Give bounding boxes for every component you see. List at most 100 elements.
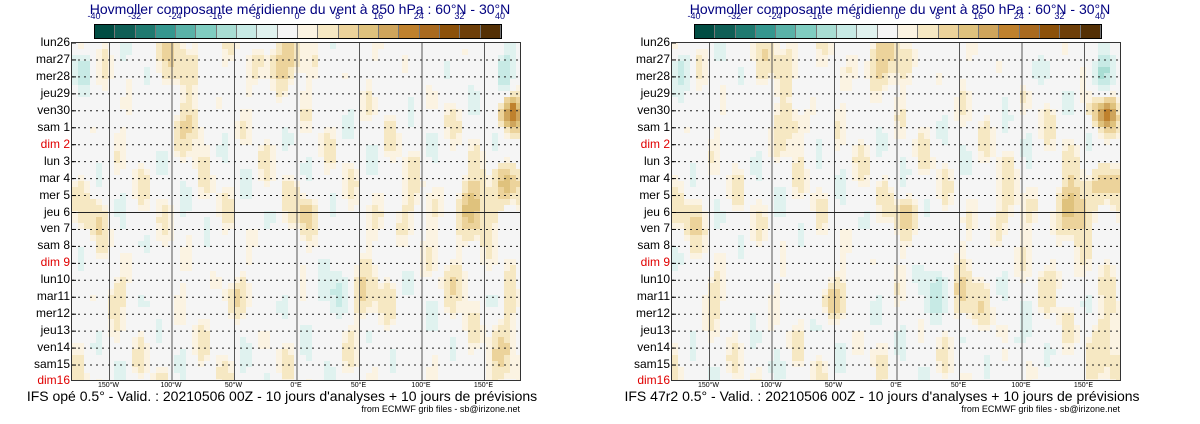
heatmap-cell xyxy=(192,283,198,289)
heatmap-cell xyxy=(1074,181,1080,187)
heatmap-cell xyxy=(426,85,432,91)
heatmap-cell xyxy=(432,241,438,247)
heatmap-cell xyxy=(774,205,780,211)
heatmap-cell xyxy=(792,295,798,301)
heatmap-cell xyxy=(930,319,936,325)
heatmap-cell xyxy=(750,373,756,379)
heatmap-cell xyxy=(1032,193,1038,199)
heatmap-cell xyxy=(744,307,750,313)
heatmap-cell xyxy=(396,241,402,247)
heatmap-cell xyxy=(792,289,798,295)
heatmap-cell xyxy=(234,355,240,361)
heatmap-cell xyxy=(1110,307,1116,313)
heatmap-cell xyxy=(876,283,882,289)
heatmap-cell xyxy=(810,199,816,205)
heatmap-cell xyxy=(1098,85,1104,91)
heatmap-cell xyxy=(1002,169,1008,175)
x-tick-label: 150°E xyxy=(1073,382,1094,389)
heatmap-cell xyxy=(1044,61,1050,67)
heatmap-cell xyxy=(1092,79,1098,85)
heatmap-cell xyxy=(78,253,84,259)
heatmap-cell xyxy=(486,301,492,307)
y-tick-label: jeu13 xyxy=(640,323,670,338)
heatmap-cell xyxy=(138,193,144,199)
heatmap-cell xyxy=(738,301,744,307)
colorbar-tick-label: 16 xyxy=(973,11,984,21)
heatmap-cell xyxy=(966,115,972,121)
heatmap-cell xyxy=(372,235,378,241)
heatmap-cell xyxy=(408,109,414,115)
heatmap-cell xyxy=(810,331,816,337)
heatmap-cell xyxy=(1110,325,1116,331)
heatmap-cell xyxy=(774,343,780,349)
heatmap-cell xyxy=(216,355,222,361)
heatmap-cell xyxy=(786,67,792,73)
heatmap-cell xyxy=(1020,313,1026,319)
heatmap-cell xyxy=(774,319,780,325)
heatmap-cell xyxy=(810,337,816,343)
heatmap-cell xyxy=(906,61,912,67)
heatmap-cell xyxy=(732,367,738,373)
heatmap-cell xyxy=(858,139,864,145)
heatmap-cell xyxy=(192,79,198,85)
colorbar-tick-label: -32 xyxy=(128,11,142,21)
heatmap-cell xyxy=(1020,97,1026,103)
heatmap-cell xyxy=(486,289,492,295)
heatmap-cell xyxy=(792,283,798,289)
heatmap-cell xyxy=(486,127,492,133)
heatmap-cell xyxy=(342,175,348,181)
heatmap-cell xyxy=(366,235,372,241)
heatmap-cell xyxy=(366,247,372,253)
heatmap-cell xyxy=(726,133,732,139)
heatmap-cell xyxy=(354,319,360,325)
heatmap-cell xyxy=(1110,331,1116,337)
heatmap-cell xyxy=(1098,175,1104,181)
heatmap-cell xyxy=(840,361,846,367)
heatmap-cell xyxy=(1044,331,1050,337)
heatmap-cell xyxy=(1116,319,1120,325)
heatmap-cell xyxy=(90,61,96,67)
heatmap-cell xyxy=(744,67,750,73)
heatmap-cell xyxy=(828,343,834,349)
heatmap-cell xyxy=(708,361,714,367)
heatmap-cell xyxy=(240,367,246,373)
heatmap-cell xyxy=(492,175,498,181)
heatmap-cell xyxy=(444,355,450,361)
heatmap-cell xyxy=(372,55,378,61)
heatmap-cell xyxy=(1020,151,1026,157)
heatmap-cell xyxy=(330,205,336,211)
heatmap-cell xyxy=(738,187,744,193)
heatmap-cell xyxy=(1116,181,1120,187)
heatmap-cell xyxy=(84,247,90,253)
heatmap-cell xyxy=(780,247,786,253)
heatmap-cell xyxy=(900,271,906,277)
heatmap-cell xyxy=(816,337,822,343)
heatmap-cell xyxy=(888,199,894,205)
heatmap-cell xyxy=(378,199,384,205)
heatmap-cell xyxy=(840,289,846,295)
heatmap-cell xyxy=(870,313,876,319)
heatmap-cell xyxy=(924,277,930,283)
heatmap-cell xyxy=(120,211,126,217)
heatmap-cell xyxy=(702,211,708,217)
heatmap-cell xyxy=(816,55,822,61)
heatmap-cell xyxy=(486,223,492,229)
heatmap-cell xyxy=(318,145,324,151)
heatmap-cell xyxy=(150,307,156,313)
heatmap-cell xyxy=(330,139,336,145)
heatmap-cell xyxy=(1068,139,1074,145)
heatmap-cell xyxy=(1116,331,1120,337)
heatmap-cell xyxy=(450,127,456,133)
heatmap-cell xyxy=(318,271,324,277)
heatmap-cell xyxy=(138,169,144,175)
heatmap-cell xyxy=(444,109,450,115)
heatmap-cell xyxy=(510,277,516,283)
y-tick-label: jeu29 xyxy=(40,85,70,100)
heatmap-cell xyxy=(342,193,348,199)
heatmap-cell xyxy=(312,277,318,283)
heatmap-cell xyxy=(228,157,234,163)
heatmap-cell xyxy=(732,199,738,205)
heatmap-cell xyxy=(138,175,144,181)
heatmap-cell xyxy=(990,307,996,313)
heatmap-cell xyxy=(258,307,264,313)
